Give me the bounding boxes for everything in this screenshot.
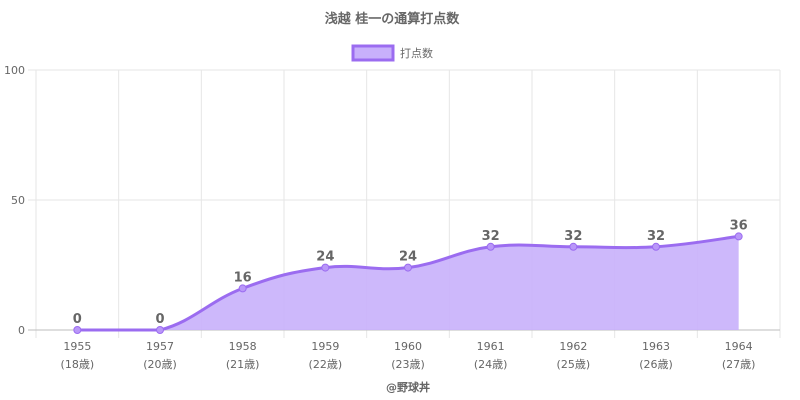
x-tick-sublabel: (20歳) [143,358,177,371]
chart-title: 浅越 桂一の通算打点数 [325,11,461,27]
x-tick-sublabel: (23歳) [391,358,425,371]
x-tick-label: 1962 [559,340,587,353]
legend-label: 打点数 [400,46,433,60]
data-point [404,263,412,272]
data-point [734,232,743,241]
x-tick-sublabel: (27歳) [722,358,756,371]
x-tick-sublabel: (25歳) [557,358,591,371]
legend: 打点数 [351,44,433,62]
x-axis: 1955 (18歳) 1957 (20歳) 1958 (21歳) 1959 (22歳) 1960… [61,340,756,371]
data-label: 36 [730,218,748,233]
data-label: 16 [234,270,252,285]
y-tick-label: 0 [18,324,25,337]
data-point [652,242,660,251]
data-points [73,232,743,334]
x-tick-label: 1957 [146,340,174,353]
x-tick-sublabel: (21歳) [226,358,260,371]
credit: @野球丼 [386,380,430,394]
data-label: 24 [399,250,417,265]
x-tick-label: 1963 [642,340,670,353]
x-tick-sublabel: (18歳) [61,358,95,371]
data-point [238,284,247,293]
x-tick-label: 1960 [394,340,422,353]
x-tick-sublabel: (22歳) [309,358,343,371]
y-tick-label: 100 [4,64,25,77]
data-label: 32 [482,229,500,244]
data-point [569,242,578,251]
x-tick-label: 1955 [63,340,91,353]
x-tick-label: 1958 [229,340,257,353]
data-label: 32 [564,229,582,244]
y-tick-label: 50 [11,194,25,207]
x-tick-label: 1959 [311,340,339,353]
x-tick-label: 1964 [725,340,753,353]
x-tick-sublabel: (24歳) [474,358,508,371]
data-label: 0 [155,312,164,327]
data-labels: 0 0 16 24 24 32 32 32 36 [73,218,748,327]
data-label: 24 [316,250,334,265]
data-point [73,326,82,334]
data-point [156,326,164,334]
data-label: 0 [73,312,82,327]
data-point [321,263,330,272]
x-tick-sublabel: (26歳) [639,358,673,371]
legend-swatch [351,44,395,62]
data-label: 32 [647,229,665,244]
x-tick-label: 1961 [477,340,505,353]
data-point [486,242,495,251]
y-axis: 0 50 100 [4,64,25,337]
series-area [77,236,739,330]
